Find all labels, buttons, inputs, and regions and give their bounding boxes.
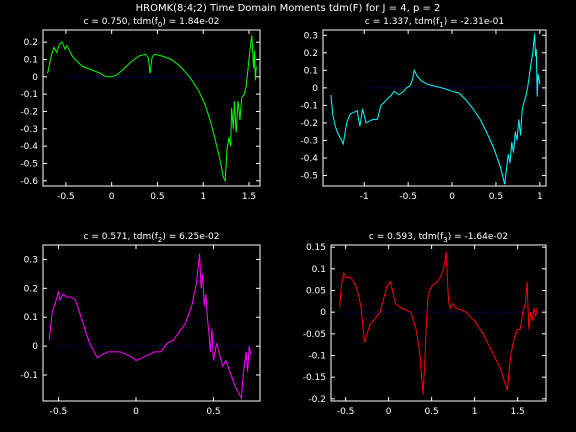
y-tick-label: 0.2 bbox=[24, 38, 38, 48]
y-tick-label: -0.3 bbox=[20, 125, 38, 135]
y-tick-label: 0 bbox=[312, 84, 318, 94]
y-tick-label: 0.3 bbox=[24, 255, 38, 265]
title-text: c = 0.571, tdm(f bbox=[84, 232, 159, 242]
y-tick-label: -0.4 bbox=[300, 154, 318, 164]
y-tick-label: -0.1 bbox=[20, 371, 38, 381]
y-tick-label: 0.2 bbox=[304, 49, 318, 59]
y-tick-label: 0 bbox=[320, 308, 326, 318]
series-line bbox=[330, 33, 541, 185]
y-tick-label: 0.1 bbox=[312, 265, 326, 275]
title-text: ) = 6.25e-02 bbox=[162, 232, 219, 242]
y-tick-label: -0.1 bbox=[308, 352, 326, 362]
title-text: ) = -1.64e-02 bbox=[448, 232, 508, 242]
y-tick-label: -0.2 bbox=[308, 395, 326, 405]
y-tick-label: 0.2 bbox=[24, 284, 38, 294]
title-text: ) = -2.31e-01 bbox=[444, 17, 504, 27]
x-tick-label: 1 bbox=[537, 192, 543, 202]
series-line bbox=[48, 253, 252, 400]
y-tick-label: 0.1 bbox=[24, 313, 38, 323]
title-text: ) = 1.84e-02 bbox=[162, 17, 219, 27]
y-tick-label: 0 bbox=[32, 342, 38, 352]
y-tick-label: -0.1 bbox=[300, 101, 318, 111]
subplot-title: c = 0.571, tdm(f2) = 6.25e-02 bbox=[84, 232, 220, 244]
title-subscript: 2 bbox=[158, 236, 162, 244]
y-tick-label: 0.3 bbox=[304, 31, 318, 41]
y-tick-label: 0.1 bbox=[304, 66, 318, 76]
y-tick-label: -0.5 bbox=[20, 159, 38, 169]
x-tick-label: 0.5 bbox=[424, 407, 438, 417]
series-line bbox=[47, 35, 257, 183]
subplot-1: c = 1.337, tdm(f1) = -2.31e-01-1 -0.5 0 0.5… bbox=[300, 17, 547, 202]
y-tick-label: -0.6 bbox=[20, 177, 38, 187]
title-text: c = 1.337, tdm(f bbox=[365, 17, 440, 27]
y-tick-label: 0.05 bbox=[306, 287, 326, 297]
axes-box bbox=[322, 29, 547, 187]
y-tick-label: -0.05 bbox=[303, 330, 326, 340]
y-tick-label: 0 bbox=[32, 73, 38, 83]
x-tick-label: -1 bbox=[360, 192, 369, 202]
x-tick-label: 1.5 bbox=[510, 407, 524, 417]
x-tick-label: 0 bbox=[133, 407, 139, 417]
y-tick-label: -0.15 bbox=[303, 373, 326, 383]
x-tick-label: 1 bbox=[200, 192, 206, 202]
x-tick-label: 1 bbox=[472, 407, 478, 417]
x-tick-label: 0 bbox=[109, 192, 115, 202]
title-subscript: 1 bbox=[439, 21, 443, 29]
subplot-title: c = 0.593, tdm(f3) = -1.64e-02 bbox=[369, 232, 508, 244]
x-tick-label: 0.5 bbox=[150, 192, 164, 202]
axes-box bbox=[330, 244, 547, 402]
y-tick-label: -0.2 bbox=[300, 119, 318, 129]
y-tick-label: -0.1 bbox=[20, 90, 38, 100]
x-tick-label: -0.5 bbox=[50, 407, 68, 417]
x-tick-label: 1.5 bbox=[242, 192, 256, 202]
subplot-0: c = 0.750, tdm(f0) = 1.84e-02-0.5 0 0.5 1 1.… bbox=[20, 17, 261, 202]
title-text: c = 0.593, tdm(f bbox=[369, 232, 444, 242]
subplot-title: c = 0.750, tdm(f0) = 1.84e-02 bbox=[84, 17, 220, 29]
title-text: c = 0.750, tdm(f bbox=[84, 17, 159, 27]
y-tick-label: -0.2 bbox=[20, 107, 38, 117]
title-subscript: 3 bbox=[443, 236, 447, 244]
y-tick-label: -0.3 bbox=[300, 136, 318, 146]
x-tick-label: 0.5 bbox=[206, 407, 220, 417]
axes-box bbox=[42, 29, 261, 187]
title-subscript: 0 bbox=[158, 21, 162, 29]
subplot-title: c = 1.337, tdm(f1) = -2.31e-01 bbox=[365, 17, 504, 29]
axes-box bbox=[42, 244, 261, 402]
x-tick-label: 0.5 bbox=[489, 192, 503, 202]
x-tick-label: 0 bbox=[386, 407, 392, 417]
y-tick-label: 0.15 bbox=[306, 243, 326, 253]
series-line bbox=[339, 251, 538, 395]
figure-title: HROMK(8;4;2) Time Domain Moments tdm(F) … bbox=[136, 3, 441, 14]
y-tick-label: 0.1 bbox=[24, 55, 38, 65]
x-tick-label: -0.5 bbox=[399, 192, 417, 202]
subplot-2: c = 0.571, tdm(f2) = 6.25e-02 -0.5 0 0.5 0.3… bbox=[20, 232, 261, 417]
y-tick-label: -0.5 bbox=[300, 171, 318, 181]
subplot-3: c = 0.593, tdm(f3) = -1.64e-02 -0.5 0 0.5 1 1… bbox=[303, 232, 547, 417]
x-tick-label: -0.5 bbox=[337, 407, 355, 417]
subplot-grid: c = 0.750, tdm(f0) = 1.84e-02-0.5 0 0.5 1 1.… bbox=[20, 17, 547, 417]
x-tick-label: 0 bbox=[449, 192, 455, 202]
x-tick-label: -0.5 bbox=[57, 192, 75, 202]
y-tick-label: -0.4 bbox=[20, 142, 38, 152]
